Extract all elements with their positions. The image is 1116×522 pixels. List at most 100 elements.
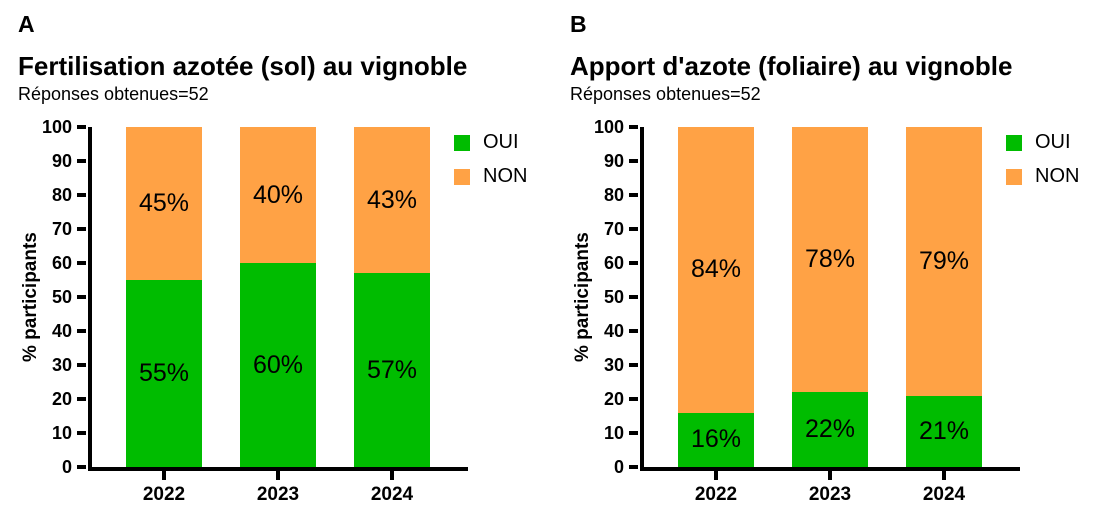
stacked-bar-2023: 60% 40% (240, 127, 316, 467)
legend-item-oui: OUI (1006, 131, 1079, 154)
bar-segment-oui-2023: 60% (240, 263, 316, 467)
y-axis-tick-label: 100 (593, 117, 624, 137)
y-axis-tick-label: 0 (61, 457, 72, 477)
y-axis-tick-label: 90 (51, 151, 72, 171)
chart-b: % participants 0 10 20 30 40 50 60 70 80 90 100 16%… (570, 117, 1116, 505)
bar-value-label: 45% (138, 189, 190, 217)
bar-segment-non-2024: 43% (354, 127, 430, 274)
y-axis-tick-label: 20 (603, 389, 624, 409)
y-axis-tick-label: 70 (51, 219, 72, 239)
stacked-bar-2022: 55% 45% (126, 127, 202, 467)
x-axis-category-label: 2023 (256, 484, 300, 505)
bar-segment-oui-2022: 55% (126, 280, 202, 467)
stacked-bar-2022: 16% 84% (678, 127, 754, 467)
x-axis (640, 467, 1020, 471)
bar-segment-non-2022: 84% (678, 127, 754, 413)
y-axis-tick-label: 0 (613, 457, 624, 477)
y-axis-tick-label: 60 (603, 253, 624, 273)
panel-a: A Fertilisation azotée (sol) au vignoble… (0, 0, 556, 522)
stacked-bar-2024: 57% 43% (354, 127, 430, 467)
bar-segment-oui-2022: 16% (678, 412, 754, 467)
y-axis-tick (629, 261, 638, 265)
y-axis-tick (629, 159, 638, 163)
y-axis-tick (77, 465, 86, 469)
y-axis-tick (629, 295, 638, 299)
x-axis-tick (162, 471, 166, 480)
legend-swatch-oui (454, 134, 470, 151)
legend-swatch-non (1006, 168, 1022, 185)
plot-area-a: 0 10 20 30 40 50 60 70 80 90 100 55% 45% 2022 60% 40% 20… (42, 117, 468, 505)
y-axis-tick (629, 193, 638, 197)
bar-segment-non-2024: 79% (906, 127, 982, 396)
y-axis-tick (77, 159, 86, 163)
bar-segment-non-2023: 40% (240, 127, 316, 263)
y-axis-tick (77, 329, 86, 333)
y-axis-tick-label: 50 (603, 287, 624, 307)
y-axis-tick (629, 397, 638, 401)
legend-item-non: NON (454, 165, 527, 188)
y-axis-tick-label: 40 (51, 321, 72, 341)
y-axis-tick (629, 465, 638, 469)
y-axis-tick (629, 329, 638, 333)
x-axis-category-label: 2022 (142, 484, 186, 505)
y-axis-tick (77, 125, 86, 129)
bar-value-label: 57% (366, 355, 418, 384)
y-axis-tick (629, 363, 638, 367)
x-axis-category-label: 2022 (694, 484, 738, 505)
y-axis-tick-label: 30 (51, 355, 72, 375)
panel-a-subtitle: Réponses obtenues=52 (18, 84, 209, 104)
bar-value-label: 40% (252, 180, 304, 209)
bar-value-label: 16% (690, 425, 742, 454)
legend-label: OUI (1035, 131, 1071, 153)
legend-label: NON (483, 165, 528, 187)
bar-segment-non-2023: 78% (792, 127, 868, 393)
y-axis-tick (629, 125, 638, 129)
x-axis-tick (828, 471, 832, 480)
plot-area-b: 0 10 20 30 40 50 60 70 80 90 100 16% 84% 2022 22% 78% 20… (594, 117, 1020, 505)
panel-b: B Apport d'azote (foliaire) au vignoble … (556, 0, 1116, 522)
bar-value-label: 21% (918, 416, 970, 445)
x-axis-tick (390, 471, 394, 480)
x-axis-tick (942, 471, 946, 480)
y-axis (640, 127, 644, 471)
bar-segment-oui-2023: 22% (792, 392, 868, 467)
chart-a: % participants 0 10 20 30 40 50 60 70 80 90 100 55%… (18, 117, 556, 505)
y-axis-tick-label: 20 (51, 389, 72, 409)
y-axis-tick (77, 227, 86, 231)
bar-value-label: 60% (252, 350, 304, 379)
legend-b: OUI NON (1006, 131, 1079, 199)
bar-segment-oui-2024: 57% (354, 273, 430, 467)
y-axis-tick-label: 90 (603, 151, 624, 171)
y-axis-tick (77, 397, 86, 401)
y-axis-tick (77, 363, 86, 367)
y-axis-tick (77, 295, 86, 299)
y-axis-tick-label: 50 (51, 287, 72, 307)
bar-value-label: 78% (804, 245, 856, 274)
y-axis-tick-label: 10 (51, 423, 72, 443)
legend-item-oui: OUI (454, 131, 527, 154)
y-axis-tick-label: 80 (603, 185, 624, 205)
bar-value-label: 84% (690, 255, 742, 284)
y-axis-tick-label: 60 (51, 253, 72, 273)
y-axis (88, 127, 92, 471)
y-axis-tick-label: 30 (603, 355, 624, 375)
bar-segment-oui-2024: 21% (906, 395, 982, 467)
legend-label: NON (1035, 165, 1080, 187)
bar-segment-non-2022: 45% (126, 127, 202, 280)
legend-swatch-non (454, 168, 470, 185)
y-axis-tick-label: 40 (603, 321, 624, 341)
y-axis-tick-label: 80 (51, 185, 72, 205)
legend-a: OUI NON (454, 131, 527, 199)
bar-value-label: 22% (804, 415, 856, 444)
panel-b-title: Apport d'azote (foliaire) au vignoble (570, 51, 1013, 81)
bar-value-label: 43% (366, 185, 418, 214)
x-axis-tick (714, 471, 718, 480)
y-axis-tick (629, 227, 638, 231)
legend-label: OUI (483, 131, 519, 153)
y-axis-tick-label: 70 (603, 219, 624, 239)
legend-swatch-oui (1006, 134, 1022, 151)
x-axis-category-label: 2024 (922, 484, 966, 505)
panel-letter-a: A (18, 11, 35, 37)
panel-a-title: Fertilisation azotée (sol) au vignoble (18, 51, 468, 81)
